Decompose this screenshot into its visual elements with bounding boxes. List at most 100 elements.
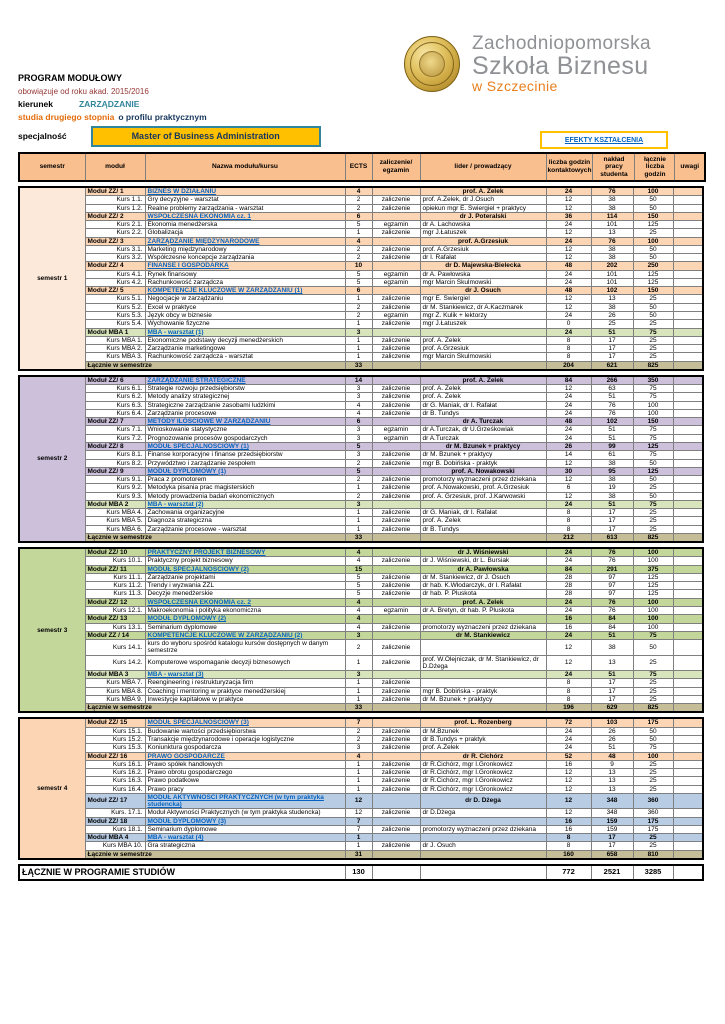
- remarks-cell: [672, 310, 704, 321]
- module-name-link[interactable]: ZARZĄDZANIE MIĘDZYNARODOWE: [147, 237, 260, 245]
- module-row: semestr 3 Moduł ZZ/ 10 PRAKTYCZNY PROJEKT …: [18, 547, 704, 713]
- ects-cell: 14: [344, 375, 373, 386]
- module-name-link[interactable]: MODUŁ SPECJALNOŚCIOWY (3): [147, 719, 249, 727]
- remarks-cell: [672, 253, 704, 263]
- course-id-cell: Kurs MBA 1.: [84, 335, 146, 346]
- student-workload-cell: 97: [590, 589, 634, 599]
- column-header-student: nakład pracy studenta: [592, 152, 636, 182]
- ects-cell: 1: [344, 694, 373, 705]
- leader-cell: dr J. Wiśniewski: [419, 547, 547, 558]
- module-name-link[interactable]: MODUŁ DYPLOMOWY (3): [147, 817, 227, 825]
- module-name-link[interactable]: MBA - warsztat (1): [147, 328, 204, 336]
- module-name-link[interactable]: MODUŁ AKTYWNOŚCI PRAKTYCZNYCH (w tym pra…: [147, 793, 324, 809]
- leader-cell: dr B. Tundys: [419, 524, 547, 534]
- learning-outcomes-box: EFEKTY KSZTAŁCENIA: [540, 131, 668, 149]
- ects-cell: 1: [344, 508, 373, 518]
- leader-cell: dr B. Tundys: [419, 408, 547, 419]
- module-name-cell: PRAKTYCZNY PROJEKT BIZNESOWY: [144, 547, 346, 558]
- module-name-link[interactable]: MODUŁ DYPLOMOWY (1): [147, 467, 227, 475]
- module-name-link[interactable]: WSPÓŁCZESNA EKONOMIA cz. 2: [147, 598, 252, 606]
- total-hours-cell: 125: [632, 220, 674, 230]
- course-name-cell: Gra strategiczna: [144, 841, 346, 851]
- remarks-cell: [672, 384, 704, 394]
- course-id-cell: Kurs 2.2.: [84, 228, 146, 238]
- leader-cell: dr G. Maniak, dr I. Rafałat: [419, 508, 547, 518]
- contact-hours-cell: 48: [545, 417, 592, 427]
- course-id-cell: Kurs MBA 8.: [84, 686, 146, 696]
- course-name-cell: Negocjacje w zarządzaniu: [144, 294, 346, 304]
- student-workload-cell: 97: [590, 572, 634, 583]
- course-name-cell: Wnioskowanie statystyczne: [144, 425, 346, 435]
- semester-label: semestr 2: [18, 375, 86, 543]
- leader-cell: dr R.Cichórz, mgr I.Gronkowicz: [419, 784, 547, 794]
- assessment-cell: zaliczenie: [371, 384, 421, 394]
- module-name-link[interactable]: PRAWO GOSPODARCZE: [147, 752, 225, 760]
- module-name-link[interactable]: KOMPETENCJE KLUCZOWE W ZARZĄDZANIU (2): [147, 631, 303, 639]
- module-id-cell: Moduł ZZ/ 16: [84, 751, 146, 761]
- module-name-link[interactable]: KOMPETENCJE KLUCZOWE W ZARZĄDZANIU (1): [147, 287, 303, 295]
- total-hours-cell: 150: [632, 286, 674, 296]
- leader-cell: dr J. Poteralski: [419, 211, 547, 222]
- module-name-link[interactable]: PRAKTYCZNY PROJEKT BIZNESOWY: [147, 549, 266, 557]
- leader-cell: prof. A. Zelek: [419, 375, 547, 386]
- contact-hours-cell: 16: [545, 622, 592, 632]
- ects-cell: 4: [344, 408, 373, 419]
- leader-cell: dr M. Stankiewicz, dr J. Osuch: [419, 572, 547, 583]
- remarks-cell: [672, 277, 704, 288]
- module-name-link[interactable]: MODUŁ SPECJALNOŚCIOWY (2): [147, 565, 249, 573]
- module-name-link[interactable]: MODUŁ DYPLOMOWY (2): [147, 615, 227, 623]
- total-hours-cell: 50: [632, 491, 674, 501]
- leader-cell: promotorzy wyznaczeni przez dziekana: [419, 475, 547, 485]
- ects-cell: 1: [344, 686, 373, 696]
- learning-outcomes-link[interactable]: EFEKTY KSZTAŁCENIA: [564, 136, 644, 144]
- total-hours-cell: 50: [632, 475, 674, 485]
- remarks-cell: [672, 220, 704, 230]
- module-name-cell: MBA - warsztat (1): [144, 327, 346, 337]
- module-name-link[interactable]: BIZNES W DZIAŁANIU: [147, 188, 217, 195]
- course-row: Kurs 9.2. Metodyka pisania prac magisters…: [19, 483, 704, 493]
- total-hours-cell: 25: [632, 228, 674, 238]
- student-workload-cell: 51: [590, 499, 634, 510]
- total-hours-cell: 100: [632, 186, 674, 197]
- remarks-cell: [672, 491, 704, 501]
- leader-cell: prof. A.Zelek: [419, 743, 547, 753]
- assessment-cell: egzamin: [371, 605, 421, 616]
- contact-hours-cell: 24: [545, 556, 592, 566]
- module-name-link[interactable]: METODY ILOŚCIOWE W ZARZĄDZANIU: [147, 418, 271, 426]
- leader-cell: prof. A. Nowakowski: [419, 466, 547, 477]
- remarks-cell: [672, 864, 704, 881]
- leader-cell: dr A. Bretyn, dr hab. P. Pluskota: [419, 605, 547, 616]
- module-name-link[interactable]: MBA - warsztat (4): [147, 834, 204, 842]
- remarks-cell: [672, 261, 704, 271]
- contact-hours-cell: 8: [545, 841, 592, 851]
- course-id-cell: Kurs MBA 2.: [84, 344, 146, 354]
- contact-hours-cell: 0: [545, 319, 592, 329]
- remarks-cell: [672, 743, 704, 753]
- module-name-link[interactable]: MODUŁ SPECJALNOŚCIOWY (1): [147, 442, 249, 450]
- module-name-link[interactable]: WSPÓŁCZESNA EKONOMIA cz. 1: [147, 212, 252, 220]
- course-name-cell: Metody analizy strategicznej: [144, 392, 346, 402]
- course-id-cell: Kurs 5.4.: [84, 319, 146, 329]
- contact-hours-cell: 36: [545, 211, 592, 222]
- student-workload-cell: 38: [590, 475, 634, 485]
- module-name-link[interactable]: FINANSE I GOSPODARKA: [147, 262, 229, 270]
- assessment-cell: zaliczenie: [371, 344, 421, 354]
- module-row: semestr 2 Moduł ZZ/ 6 ZARZĄDZANIE STRATEGI…: [18, 375, 704, 543]
- assessment-cell: zaliczenie: [371, 302, 421, 313]
- remarks-cell: [672, 776, 704, 786]
- module-id-cell: Moduł ZZ / 14: [84, 630, 146, 641]
- assessment-cell: [371, 864, 421, 881]
- ects-cell: 1: [344, 516, 373, 526]
- assessment-cell: egzamin: [371, 433, 421, 443]
- course-id-cell: Kurs 6.3.: [84, 400, 146, 410]
- leader-cell: dr M. Stankiewicz: [419, 630, 547, 641]
- program-total-hours: 3285: [632, 864, 674, 881]
- course-name-cell: Moduł Aktywności Praktycznych (w tym pra…: [144, 808, 346, 818]
- total-hours-cell: 350: [632, 375, 674, 386]
- ects-cell: 2: [344, 734, 373, 745]
- degree-text: studia drugiego stopnia: [18, 112, 115, 122]
- module-name-link[interactable]: ZARZĄDZANIE STRATEGICZNE: [147, 376, 246, 384]
- contact-hours-cell: 12: [545, 776, 592, 786]
- module-name-link[interactable]: MBA - warsztat (2): [147, 500, 204, 508]
- module-name-link[interactable]: MBA - warsztat (3): [147, 671, 204, 679]
